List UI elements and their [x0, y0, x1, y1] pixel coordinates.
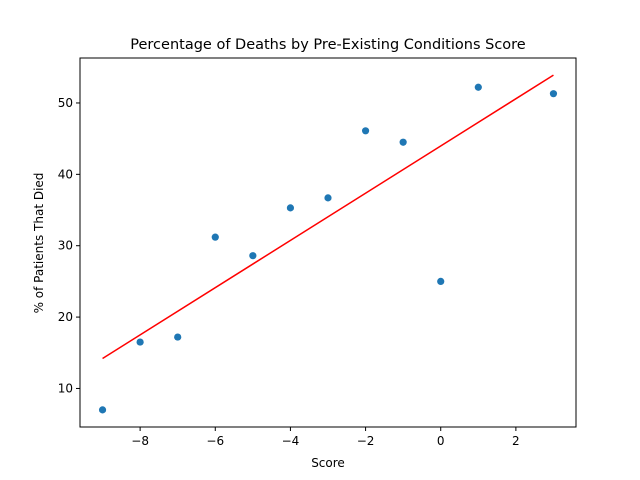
y-tick-label: 40 — [58, 167, 73, 181]
y-tick-label: 10 — [58, 381, 73, 395]
data-point — [361, 127, 370, 135]
data-point — [549, 90, 558, 98]
x-tick-label: 0 — [437, 434, 445, 448]
x-tick-label: −6 — [206, 434, 224, 448]
data-point — [399, 138, 407, 146]
data-point — [437, 277, 445, 285]
x-tick-label: −8 — [131, 434, 149, 448]
plot-area — [79, 57, 577, 428]
x-tick-label: −4 — [282, 434, 300, 448]
y-tick-label: 50 — [58, 96, 73, 110]
chart-title: Percentage of Deaths by Pre-Existing Con… — [130, 37, 526, 53]
y-tick-label: 20 — [58, 310, 73, 324]
data-point — [98, 406, 107, 414]
data-point — [136, 338, 144, 346]
data-point — [474, 83, 482, 91]
x-tick-label: −2 — [357, 434, 375, 448]
x-axis-title: Score — [311, 456, 345, 470]
trend-line — [102, 74, 554, 360]
y-axis: 10 20 30 40 50 — [58, 96, 80, 395]
y-axis-title: % of Patients That Died — [32, 173, 46, 314]
data-point — [211, 233, 219, 241]
x-tick-label: 2 — [512, 434, 520, 448]
y-tick-label: 30 — [58, 239, 73, 253]
data-point — [174, 333, 182, 341]
data-point — [286, 204, 295, 212]
plot-frame — [79, 57, 577, 428]
data-point — [324, 194, 332, 202]
x-axis: −8 −6 −4 −2 0 2 — [131, 427, 520, 448]
data-point — [249, 252, 257, 260]
